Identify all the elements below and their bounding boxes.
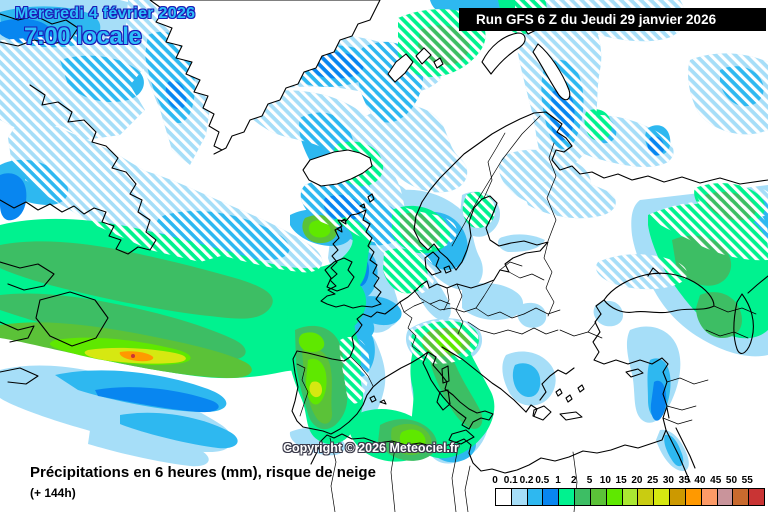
legend-cell xyxy=(605,489,622,505)
legend-cell xyxy=(496,489,511,505)
legend-cell xyxy=(669,489,685,505)
legend-cell xyxy=(526,489,543,505)
forecast-date: Mercredi 4 février 2026 xyxy=(15,5,196,22)
legend-label: 25 xyxy=(647,475,659,486)
legend-cell xyxy=(510,489,527,505)
legend-cell xyxy=(700,489,717,505)
legend-label: 20 xyxy=(631,475,643,486)
legend-cell xyxy=(684,489,701,505)
legend-cell xyxy=(653,489,670,505)
legend-cell xyxy=(589,489,606,505)
coastlines-layer xyxy=(0,0,768,483)
precipitation-legend: 0 0.1 0.2 0.5 1 2 5 10 15 20 25 30 35 40 45 50 55 xyxy=(492,475,765,507)
forecast-local-time: 7:00 locale xyxy=(24,23,142,50)
legend-label: 5 xyxy=(586,475,593,486)
legend-label: 1 xyxy=(555,475,561,486)
legend-label: 0 xyxy=(492,475,498,486)
run-info-box: Run GFS 6 Z du Jeudi 29 janvier 2026 xyxy=(459,8,766,31)
legend-label: 0.5 xyxy=(535,475,550,486)
legend-cell xyxy=(542,489,559,505)
legend-cell xyxy=(574,489,590,505)
legend-label: 0.1 xyxy=(503,475,518,486)
legend-label: 50 xyxy=(725,475,738,486)
legend-label: 45 xyxy=(710,475,722,486)
legend-cell xyxy=(716,489,733,505)
legend-cell xyxy=(621,489,638,505)
legend-scale xyxy=(495,488,765,506)
legend-cell xyxy=(637,489,654,505)
legend-label: 35 xyxy=(678,475,690,486)
copyright-label: Copyright © 2026 Meteociel.fr xyxy=(283,441,459,455)
country-borders-layer xyxy=(296,115,757,512)
caption-title: Précipitations en 6 heures (mm), risque … xyxy=(30,464,376,481)
legend-label: 55 xyxy=(741,475,753,486)
legend-label: 0.2 xyxy=(519,475,534,486)
legend-label: 2 xyxy=(571,475,577,486)
legend-label: 15 xyxy=(615,475,627,486)
legend-label: 30 xyxy=(662,475,674,486)
legend-label: 40 xyxy=(694,475,706,486)
legend-cell xyxy=(558,489,575,505)
legend-label: 10 xyxy=(599,475,611,486)
legend-labels: 0 0.1 0.2 0.5 1 2 5 10 15 20 25 30 35 40 45 50 55 xyxy=(492,475,765,487)
legend-cell xyxy=(732,489,749,505)
legend-cell xyxy=(748,489,765,505)
caption-lead-time: (+ 144h) xyxy=(30,486,76,500)
